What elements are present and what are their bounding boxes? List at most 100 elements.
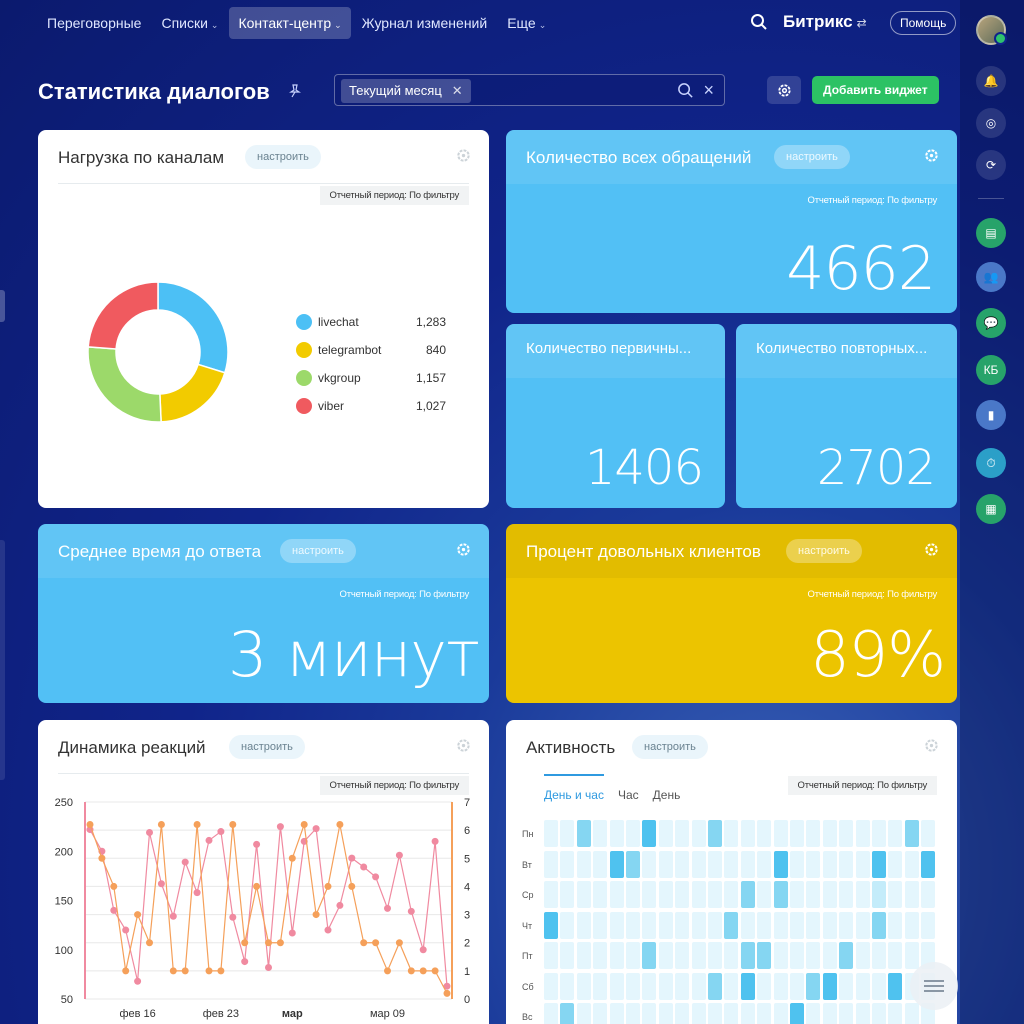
- heatmap-cell[interactable]: [626, 1003, 640, 1024]
- heatmap-cell[interactable]: [609, 942, 624, 969]
- heatmap-cell[interactable]: [576, 911, 591, 939]
- heatmap-cell[interactable]: [773, 850, 788, 878]
- heatmap-cell[interactable]: [839, 972, 854, 1000]
- heatmap-cell[interactable]: [790, 820, 804, 847]
- clear-icon[interactable]: ×: [703, 80, 714, 100]
- heatmap-cell[interactable]: [675, 972, 690, 1000]
- heatmap-cell[interactable]: [872, 820, 886, 847]
- heatmap-cell[interactable]: [675, 850, 690, 878]
- heatmap-cell[interactable]: [822, 1003, 837, 1024]
- heatmap-cell[interactable]: [724, 1003, 739, 1024]
- heatmap-cell[interactable]: [675, 942, 690, 969]
- heatmap-cell[interactable]: [904, 820, 919, 847]
- heatmap-cell[interactable]: [544, 972, 558, 1000]
- heatmap-cell[interactable]: [872, 942, 886, 969]
- heatmap-cell[interactable]: [872, 972, 886, 1000]
- heatmap-cell[interactable]: [691, 972, 706, 1000]
- heatmap-cell[interactable]: [675, 911, 690, 939]
- nav-item[interactable]: Еще ⌄: [498, 7, 555, 39]
- bookmark-icon[interactable]: ▮: [976, 400, 1006, 430]
- heatmap-cell[interactable]: [626, 881, 640, 908]
- heatmap-cell[interactable]: [757, 820, 772, 847]
- heatmap-cell[interactable]: [691, 850, 706, 878]
- legend-item[interactable]: vkgroup 1,157: [296, 364, 446, 392]
- heatmap-cell[interactable]: [757, 972, 772, 1000]
- gear-icon[interactable]: [924, 148, 939, 163]
- heatmap-cell[interactable]: [593, 881, 608, 908]
- heatmap-cell[interactable]: [675, 881, 690, 908]
- nav-item[interactable]: Журнал изменений: [353, 7, 497, 39]
- heatmap-cell[interactable]: [773, 972, 788, 1000]
- heatmap-cell[interactable]: [822, 881, 837, 908]
- users-icon[interactable]: 👥: [976, 262, 1006, 292]
- heatmap-cell[interactable]: [691, 881, 706, 908]
- heatmap-cell[interactable]: [626, 911, 640, 939]
- heatmap-cell[interactable]: [609, 972, 624, 1000]
- heatmap-cell[interactable]: [626, 850, 640, 878]
- heatmap-cell[interactable]: [560, 850, 575, 878]
- chat-icon[interactable]: 💬: [976, 308, 1006, 338]
- heatmap-cell[interactable]: [576, 1003, 591, 1024]
- heatmap-cell[interactable]: [904, 850, 919, 878]
- heatmap-cell[interactable]: [593, 911, 608, 939]
- heatmap-cell[interactable]: [609, 911, 624, 939]
- heatmap-cell[interactable]: [560, 820, 575, 847]
- heatmap-cell[interactable]: [921, 820, 936, 847]
- heatmap-cell[interactable]: [609, 820, 624, 847]
- gear-icon[interactable]: [924, 738, 939, 753]
- pin-icon[interactable]: [288, 84, 302, 98]
- heatmap-cell[interactable]: [544, 1003, 558, 1024]
- heatmap-cell[interactable]: [609, 1003, 624, 1024]
- heatmap-cell[interactable]: [724, 820, 739, 847]
- heatmap-cell[interactable]: [888, 881, 903, 908]
- heatmap-cell[interactable]: [790, 1003, 804, 1024]
- heatmap-cell[interactable]: [544, 911, 558, 939]
- heatmap-cell[interactable]: [642, 972, 657, 1000]
- heatmap-cell[interactable]: [757, 881, 772, 908]
- heatmap-cell[interactable]: [642, 942, 657, 969]
- heatmap-cell[interactable]: [790, 972, 804, 1000]
- heatmap-cell[interactable]: [691, 911, 706, 939]
- heatmap-cell[interactable]: [708, 942, 722, 969]
- heatmap-cell[interactable]: [855, 820, 870, 847]
- heatmap-cell[interactable]: [560, 972, 575, 1000]
- open-chat-button[interactable]: [910, 962, 958, 1010]
- search-icon[interactable]: [750, 13, 768, 31]
- search-icon[interactable]: [677, 82, 694, 99]
- heatmap-cell[interactable]: [626, 942, 640, 969]
- heatmap-cell[interactable]: [888, 820, 903, 847]
- heatmap-cell[interactable]: [888, 850, 903, 878]
- heatmap-cell[interactable]: [593, 850, 608, 878]
- heatmap-cell[interactable]: [790, 911, 804, 939]
- heatmap-cell[interactable]: [921, 881, 936, 908]
- heatmap-cell[interactable]: [757, 942, 772, 969]
- heatmap-cell[interactable]: [708, 850, 722, 878]
- bell-icon[interactable]: 🔔: [976, 66, 1006, 96]
- heatmap-cell[interactable]: [626, 820, 640, 847]
- heatmap-cell[interactable]: [576, 972, 591, 1000]
- heatmap-cell[interactable]: [839, 942, 854, 969]
- brand-logo[interactable]: Битрикс ⇄: [783, 12, 867, 31]
- heatmap-cell[interactable]: [740, 911, 755, 939]
- heatmap-cell[interactable]: [658, 911, 673, 939]
- help-button[interactable]: Помощь: [890, 11, 957, 35]
- filter-tag[interactable]: Текущий месяц ✕: [341, 79, 471, 103]
- heatmap-cell[interactable]: [560, 942, 575, 969]
- gear-icon[interactable]: [456, 542, 471, 557]
- heatmap-cell[interactable]: [724, 850, 739, 878]
- heatmap-cell[interactable]: [658, 972, 673, 1000]
- heatmap-cell[interactable]: [839, 881, 854, 908]
- heatmap-cell[interactable]: [921, 850, 936, 878]
- heatmap-cell[interactable]: [708, 820, 722, 847]
- heatmap-cell[interactable]: [740, 881, 755, 908]
- add-widget-button[interactable]: Добавить виджет: [812, 76, 939, 104]
- heatmap-cell[interactable]: [544, 850, 558, 878]
- heatmap-cell[interactable]: [658, 1003, 673, 1024]
- heatmap-cell[interactable]: [822, 911, 837, 939]
- heatmap-cell[interactable]: [560, 1003, 575, 1024]
- target-icon[interactable]: ◎: [976, 108, 1006, 138]
- setup-button[interactable]: настроить: [774, 145, 850, 169]
- left-panel-handle[interactable]: [0, 290, 5, 322]
- gear-icon[interactable]: [456, 148, 471, 163]
- remove-tag-icon[interactable]: ✕: [451, 83, 463, 98]
